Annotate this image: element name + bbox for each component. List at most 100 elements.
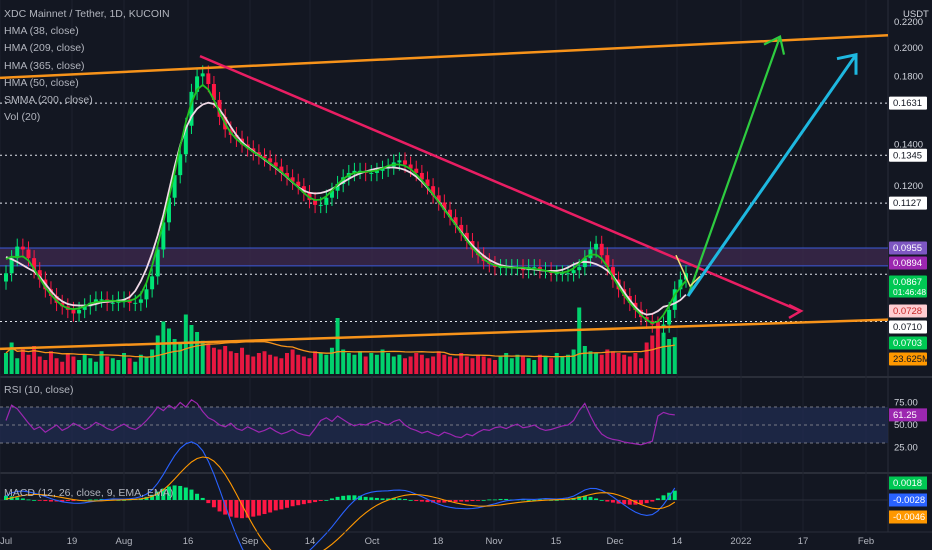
price-label-box <box>889 320 927 334</box>
macd-histogram-bar <box>48 500 53 502</box>
time-tick-label: Oct <box>365 536 380 547</box>
macd-value-text: -0.0046 <box>893 512 925 523</box>
candle-body <box>329 190 334 198</box>
macd-histogram-bar <box>358 495 363 500</box>
price-tick-label: 0.1200 <box>894 181 923 192</box>
macd-histogram-bar <box>251 500 256 517</box>
time-tick-label: 17 <box>798 536 809 547</box>
macd-histogram-bar <box>211 500 216 508</box>
volume-bar <box>639 358 644 374</box>
macd-histogram-bar <box>386 498 391 500</box>
macd-histogram-bar <box>639 500 644 505</box>
macd-value-box <box>889 493 927 507</box>
legend-macd[interactable]: MACD (12, 26, close, 9, EMA, EMA) <box>4 487 174 499</box>
volume-ma-line <box>5 340 675 358</box>
macd-histogram-bar <box>464 500 469 502</box>
candle-body <box>110 302 115 304</box>
volume-bar <box>526 358 531 374</box>
macd-histogram-bar <box>436 500 441 503</box>
time-tick-label: Nov <box>486 536 503 547</box>
price-label-text: 0.0703 <box>893 338 922 349</box>
macd-histogram-bar <box>71 500 76 502</box>
volume-bar <box>318 353 323 374</box>
candle-body <box>48 289 53 296</box>
macd-histogram-bar <box>296 500 301 506</box>
candle-body <box>335 183 340 191</box>
macd-histogram-bar <box>217 500 222 512</box>
time-tick-label: Aug <box>116 536 133 547</box>
macd-histogram-bar <box>599 500 604 501</box>
time-tick-label: 2022 <box>730 536 751 547</box>
macd-histogram-bar <box>268 500 273 513</box>
volume-bar <box>32 346 37 374</box>
macd-histogram-bar <box>554 500 559 501</box>
candle-body <box>532 267 537 269</box>
macd-histogram-bar <box>20 498 25 500</box>
macd-histogram-bar <box>414 500 419 502</box>
volume-bar <box>346 353 351 374</box>
volume-bar <box>161 321 166 374</box>
time-tick-label: 19 <box>67 536 78 547</box>
candle-body <box>206 73 211 85</box>
candle-body <box>268 158 273 163</box>
candle-body <box>431 186 436 196</box>
macd-histogram-bar <box>397 498 402 500</box>
time-tick-label: 14 <box>305 536 316 547</box>
volume-bar <box>88 358 93 374</box>
volume-bar <box>245 354 250 374</box>
volume-bar <box>217 349 222 374</box>
candle-body <box>71 309 76 314</box>
volume-bar <box>324 354 329 374</box>
candle-body <box>144 289 149 300</box>
price-label-text: 0.0894 <box>893 258 922 269</box>
volume-bar <box>228 351 233 374</box>
volume-bar <box>284 353 289 374</box>
volume-bar <box>150 349 155 374</box>
candle-body <box>397 160 402 163</box>
volume-bar <box>594 353 599 374</box>
macd-histogram-bar <box>470 500 475 502</box>
volume-bar <box>262 351 267 374</box>
volume-bar <box>54 358 59 374</box>
candle-body <box>4 273 8 282</box>
macd-histogram-bar <box>195 493 200 500</box>
volume-bar <box>667 339 672 374</box>
rsi-tick-label: 50.00 <box>894 420 918 431</box>
volume-bar <box>166 328 171 374</box>
candle-body <box>82 306 87 310</box>
volume-bar <box>403 358 408 374</box>
volume-bar <box>60 361 65 374</box>
candle-body <box>172 175 177 198</box>
volume-bar <box>189 325 194 374</box>
macd-histogram-bar <box>521 499 526 501</box>
volume-bar <box>15 358 20 374</box>
macd-histogram-bar <box>526 500 531 501</box>
legend-rsi[interactable]: RSI (10, close) <box>4 384 74 396</box>
macd-histogram-bar <box>43 500 48 502</box>
volume-bar <box>138 354 143 374</box>
cyan-projection-arrow <box>686 53 858 297</box>
candle-body <box>414 168 419 173</box>
volume-bar <box>504 353 509 374</box>
time-tick-label: Jul <box>0 536 12 547</box>
volume-bar <box>425 358 430 374</box>
volume-bar <box>290 349 295 374</box>
volume-bar <box>4 353 8 374</box>
macd-value-text: -0.0028 <box>893 495 925 506</box>
candle-body <box>290 177 295 182</box>
candle-body <box>599 243 604 256</box>
volume-bar <box>577 307 582 374</box>
time-tick-label: Sep <box>242 536 259 547</box>
volume-bar <box>110 358 115 374</box>
price-label-countdown: 01:46:48 <box>893 287 926 297</box>
macd-histogram-bar <box>313 500 318 503</box>
macd-value-box <box>889 476 927 490</box>
macd-histogram-bar <box>206 500 211 504</box>
macd-histogram-bar <box>228 500 233 517</box>
price-tick-label: 0.1400 <box>894 139 923 150</box>
candle-body <box>605 255 610 268</box>
hma-green-line <box>5 83 687 324</box>
price-label-text: 0.0867 <box>893 277 922 288</box>
volume-bar <box>627 356 632 374</box>
